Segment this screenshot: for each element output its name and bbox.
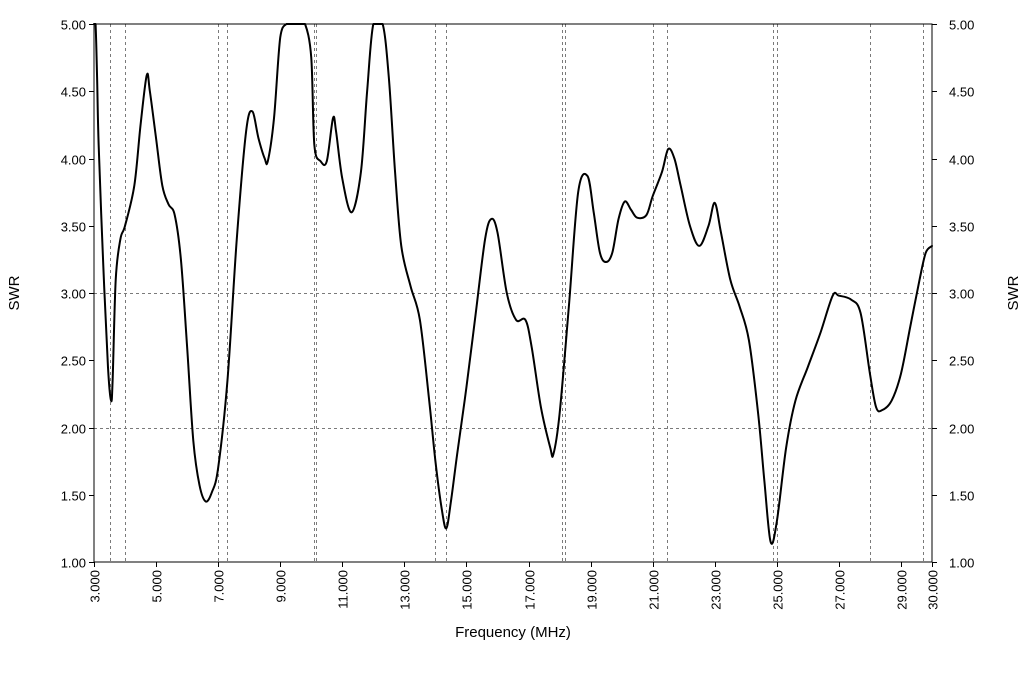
x-tick-label: 7.000 <box>212 570 227 603</box>
x-tick-label: 9.000 <box>274 570 289 603</box>
x-tick-label: 15.000 <box>460 570 475 610</box>
x-tick-label: 30.000 <box>926 570 941 610</box>
series-layer <box>93 22 933 545</box>
y-tick-label-right: 1.00 <box>949 556 974 571</box>
x-tick-label: 19.000 <box>585 570 600 610</box>
y-tick-label-right: 4.00 <box>949 153 974 168</box>
y-tick-label-right: 4.50 <box>949 85 974 100</box>
x-tick-label: 29.000 <box>895 570 910 610</box>
y-tick-label-right: 3.50 <box>949 220 974 235</box>
x-axis-title: Frequency (MHz) <box>455 624 571 641</box>
y-tick-label-right: 1.50 <box>949 489 974 504</box>
x-tick-label: 25.000 <box>771 570 786 610</box>
x-tick-label: 5.000 <box>150 570 165 603</box>
y-tick-label-right: 2.00 <box>949 422 974 437</box>
y-tick-label-left: 5.00 <box>61 18 86 33</box>
x-tick-label: 23.000 <box>709 570 724 610</box>
x-tick-label: 13.000 <box>398 570 413 610</box>
x-tick-label: 27.000 <box>833 570 848 610</box>
y-tick-label-right: 2.50 <box>949 354 974 369</box>
y-axis-title-left: SWR <box>6 275 23 310</box>
x-tick-label: 17.000 <box>523 570 538 610</box>
y-tick-label-left: 3.50 <box>61 220 86 235</box>
y-tick-label-left: 4.50 <box>61 85 86 100</box>
grid-layer <box>94 24 932 562</box>
y-tick-label-right: 5.00 <box>949 18 974 33</box>
y-tick-label-left: 2.00 <box>61 422 86 437</box>
y-tick-label-left: 1.50 <box>61 489 86 504</box>
x-tick-label: 3.000 <box>88 570 103 603</box>
y-tick-label-left: 3.00 <box>61 287 86 302</box>
tick-layer: 1.00 1.00 1.50 1.50 2.00 2.00 2.50 2.50 3.00 3.00… <box>61 18 975 610</box>
y-tick-label-right: 3.00 <box>949 287 974 302</box>
x-tick-label: 11.000 <box>336 570 351 609</box>
x-tick-label: 21.000 <box>647 570 662 610</box>
y-tick-label-left: 4.00 <box>61 153 86 168</box>
y-tick-label-left: 1.00 <box>61 556 86 571</box>
plot-frame <box>93 23 933 563</box>
y-axis-title-right: SWR <box>1005 275 1022 310</box>
swr-series-line <box>93 22 933 545</box>
y-tick-label-left: 2.50 <box>61 354 86 369</box>
